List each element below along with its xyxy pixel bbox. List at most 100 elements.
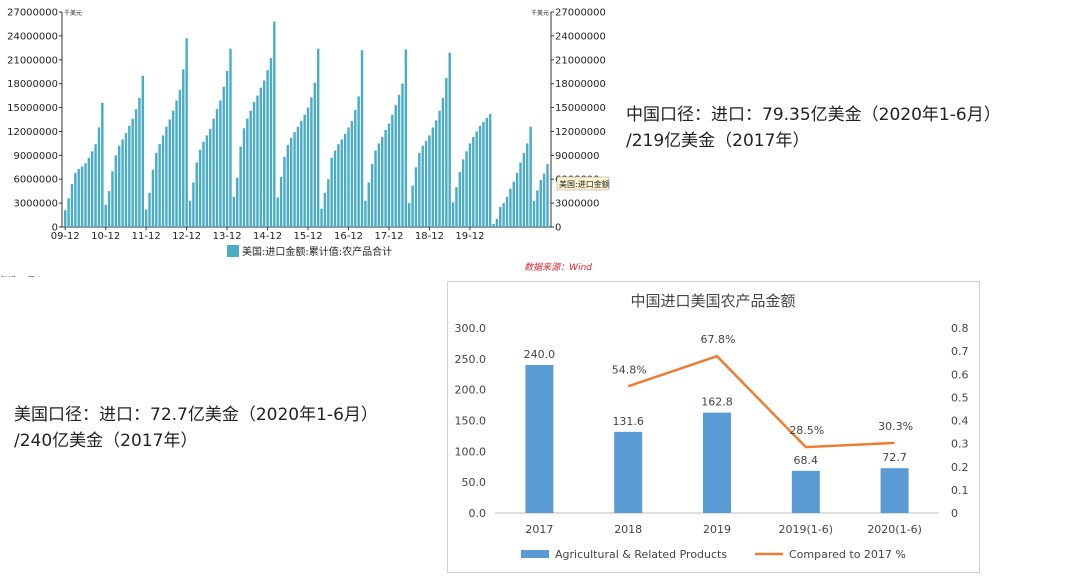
bar	[880, 468, 909, 513]
bar	[703, 412, 731, 513]
bar	[225, 70, 229, 227]
tab-chart[interactable]: 图表	[27, 276, 43, 277]
bar	[360, 50, 364, 227]
bar	[411, 185, 414, 227]
china-caliber-note: 中国口径：进口：79.35亿美金（2020年1-6月） /219亿美金（2017…	[626, 102, 1001, 154]
y-tick-label-right: 0.8	[951, 322, 969, 335]
bar	[84, 163, 87, 227]
bar	[74, 172, 77, 227]
bar	[313, 82, 317, 228]
y-tick-label-right: 9000000	[555, 151, 600, 162]
bar	[202, 141, 205, 227]
bar	[482, 121, 485, 227]
line-value-label: 28.5%	[789, 424, 824, 437]
china-import-us-agri-chart: 中国进口美国农产品金额 0.0 50.0 100.0 150.0 200.0 250.0 30…	[455, 292, 969, 561]
bar	[279, 176, 283, 227]
bar	[205, 135, 209, 227]
chart2-bars	[525, 365, 909, 513]
china-note-line2: /219亿美金（2017年）	[626, 131, 810, 151]
x-tick-label: 2020(1-6)	[867, 523, 922, 536]
x-tick-label: 09-12	[51, 231, 80, 242]
bar	[262, 80, 266, 228]
bar	[121, 139, 124, 227]
bar	[165, 126, 168, 227]
bar	[418, 152, 421, 227]
chart1-labels: 0030000003000000600000060000009000000900…	[7, 8, 610, 274]
bar	[614, 431, 643, 513]
bar	[364, 200, 367, 227]
tab-strip: 数据 图表	[0, 268, 60, 277]
bar	[236, 177, 239, 227]
bar	[394, 105, 397, 227]
bar	[397, 94, 401, 227]
chart1-bars	[64, 21, 549, 228]
line-value-label: 54.8%	[612, 363, 647, 376]
bar	[266, 70, 269, 227]
bar	[448, 52, 451, 227]
bar	[144, 209, 148, 227]
bar	[289, 137, 293, 227]
bar	[367, 182, 370, 227]
x-tick-label: 19-12	[455, 231, 484, 242]
x-tick-label: 13-12	[213, 231, 242, 242]
bar	[273, 21, 276, 227]
y-tick-label-left: 27000000	[7, 8, 58, 19]
bar	[246, 118, 249, 227]
y-tick-label-left: 21000000	[7, 55, 58, 66]
bar	[542, 173, 546, 227]
us-caliber-note: 美国口径：进口：72.7亿美金（2020年1-6月） /240亿美金（2017年…	[14, 402, 378, 454]
y-tick-label-right: 0.1	[951, 484, 969, 497]
bar	[310, 97, 313, 227]
y-tick-label-right: 0.4	[951, 415, 969, 428]
legend-bar-swatch	[521, 550, 549, 558]
y-tick-label-left: 150.0	[455, 415, 487, 428]
bar	[293, 132, 296, 227]
bar	[509, 188, 512, 227]
bar	[408, 203, 411, 227]
x-tick-label: 16-12	[334, 231, 363, 242]
bar	[492, 223, 495, 227]
y-tick-label-right: 0.6	[951, 368, 969, 381]
bar	[158, 144, 161, 227]
bar	[455, 187, 458, 227]
y-tick-label-right: 3000000	[555, 199, 600, 210]
x-tick-label: 18-12	[415, 231, 444, 242]
bar	[269, 58, 273, 228]
bar	[209, 129, 212, 227]
bar	[522, 152, 526, 227]
bar	[461, 159, 465, 227]
bar	[323, 192, 327, 227]
bar	[495, 219, 499, 227]
bar	[117, 145, 121, 227]
bar	[222, 86, 225, 227]
bar	[526, 143, 529, 227]
x-tick-label: 2017	[525, 523, 553, 536]
y-tick-label-right: 0.5	[951, 391, 969, 404]
bar	[175, 100, 178, 227]
bar	[239, 146, 242, 227]
bar	[188, 200, 192, 227]
bar	[151, 169, 155, 227]
y-tick-label-right: 15000000	[555, 103, 606, 114]
bar	[91, 151, 94, 227]
bar	[791, 470, 820, 513]
bar	[229, 48, 232, 227]
y-tick-label-left: 18000000	[7, 79, 58, 90]
bar	[512, 181, 515, 227]
bar-value-label: 72.7	[882, 451, 907, 464]
y-tick-label-right: 21000000	[555, 55, 606, 66]
line-value-label: 30.3%	[878, 420, 913, 433]
bar	[475, 131, 478, 227]
y-tick-label-left: 100.0	[455, 445, 487, 458]
bar	[357, 96, 360, 227]
y-tick-label-right: 0.2	[951, 461, 969, 474]
bar	[70, 184, 74, 227]
y-tick-label-right: 27000000	[555, 8, 606, 19]
y-tick-label-left: 50.0	[462, 476, 487, 489]
bar	[374, 150, 377, 227]
bar	[505, 196, 509, 227]
chart2-frame	[447, 281, 980, 573]
tab-data[interactable]: 数据	[0, 276, 16, 277]
y-tick-label-right: 18000000	[555, 79, 606, 90]
bar	[138, 98, 141, 227]
